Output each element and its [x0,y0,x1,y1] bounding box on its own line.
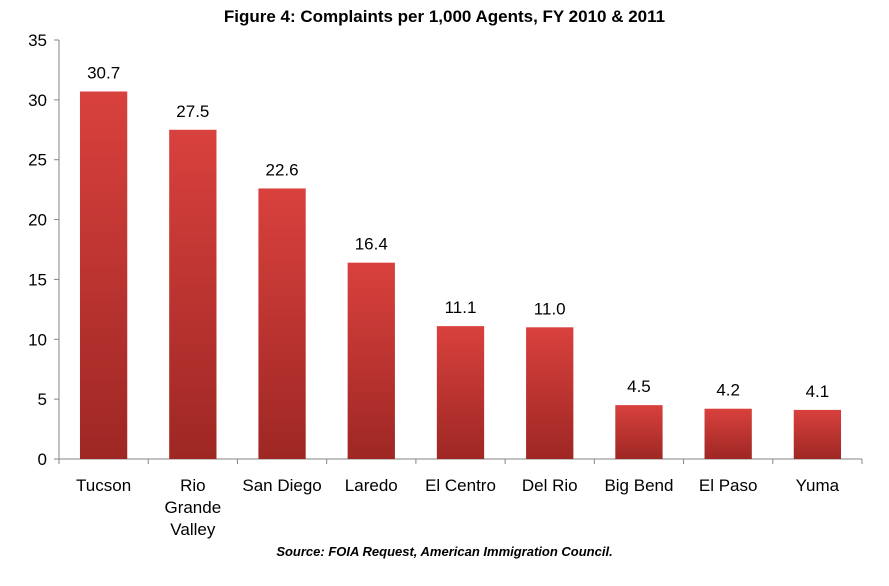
y-tick-label: 0 [38,450,47,469]
data-label: 11.0 [534,299,566,318]
y-tick-label: 30 [28,91,47,110]
y-tick-label: 15 [28,270,47,289]
y-tick-label: 20 [28,211,47,230]
data-label: 4.5 [627,377,651,396]
bar [704,408,752,459]
x-tick-label: El Centro [425,476,496,495]
x-tick-label: Laredo [345,476,398,495]
y-tick-label: 10 [28,330,47,349]
bar [615,405,663,459]
data-label: 30.7 [87,63,120,82]
data-label: 11.1 [445,298,477,317]
x-tick-label: El Paso [699,476,758,495]
x-tick-label: San Diego [242,476,321,495]
chart-title: Figure 4: Complaints per 1,000 Agents, F… [223,7,666,26]
y-tick-label: 35 [28,31,47,50]
x-tick-label: Rio Grande Valley [164,476,221,539]
bar [793,409,842,459]
x-tick-label: Big Bend [604,476,673,495]
data-label: 27.5 [176,102,209,121]
data-label: 4.1 [806,382,830,401]
bar [347,262,395,459]
labels: 0 5 10 15 20 25 30 35 30.7 Tucson 27.5 Rio Grande Val… [28,31,840,539]
bar [436,326,485,459]
bars [79,91,842,460]
x-tick-label: Yuma [796,476,840,495]
data-label: 16.4 [355,235,388,254]
bar [526,327,574,459]
bar [79,91,128,459]
bar [169,129,217,460]
y-tick-label: 25 [28,151,47,170]
data-label: 4.2 [716,381,740,400]
y-tick-label: 5 [38,390,47,409]
x-tick-label: Del Rio [522,476,578,495]
chart-source: Source: FOIA Request, American Immigrati… [276,544,613,559]
bar [258,188,306,459]
x-tick-label: Tucson [76,476,131,495]
data-label: 22.6 [266,160,299,179]
